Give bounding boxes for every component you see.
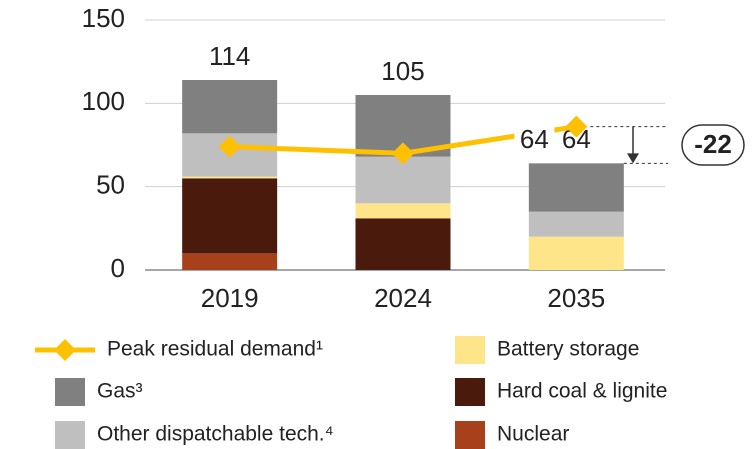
bar-segment (528, 211, 624, 237)
x-tick-label: 2035 (547, 283, 605, 313)
bar-segment (182, 178, 278, 254)
bar-segment (355, 203, 451, 219)
legend-swatch (455, 378, 485, 406)
total-label: 64 (520, 124, 549, 154)
legend-label: Peak residual demand¹ (107, 338, 323, 361)
bar-segment (182, 253, 278, 270)
legend-swatch (55, 421, 85, 449)
legend-marker (54, 339, 76, 361)
total-label: 114 (209, 41, 250, 71)
legend-label: Other dispatchable tech.⁴ (97, 423, 334, 446)
legend-swatch (455, 421, 485, 449)
bar-segment (528, 236, 624, 270)
line-marker (392, 142, 414, 165)
bar-segment (355, 218, 451, 270)
bar-segment (355, 156, 451, 204)
bar-segment (182, 176, 278, 179)
y-tick-label: 0 (111, 253, 125, 283)
annotation-box (681, 124, 745, 166)
total-label: 105 (381, 56, 424, 86)
legend-swatch (455, 336, 485, 364)
y-tick-label: 150 (82, 3, 125, 33)
bar-segment (182, 80, 278, 134)
legend-label: Battery storage (497, 338, 639, 361)
arrow-head (627, 153, 639, 164)
legend-swatch (55, 378, 85, 406)
y-tick-label: 100 (82, 86, 125, 116)
label-bg (514, 125, 555, 156)
legend-label: Nuclear (497, 423, 569, 446)
x-tick-label: 2019 (201, 283, 259, 313)
line-marker (565, 115, 588, 138)
bar-segment (528, 163, 624, 212)
line-marker (218, 135, 241, 158)
y-tick-label: 50 (96, 170, 125, 200)
legend-label: Gas³ (97, 380, 143, 403)
annotation: -22 (694, 129, 732, 159)
legend-label: Hard coal & lignite (497, 380, 667, 403)
x-tick-label: 2024 (374, 283, 432, 313)
